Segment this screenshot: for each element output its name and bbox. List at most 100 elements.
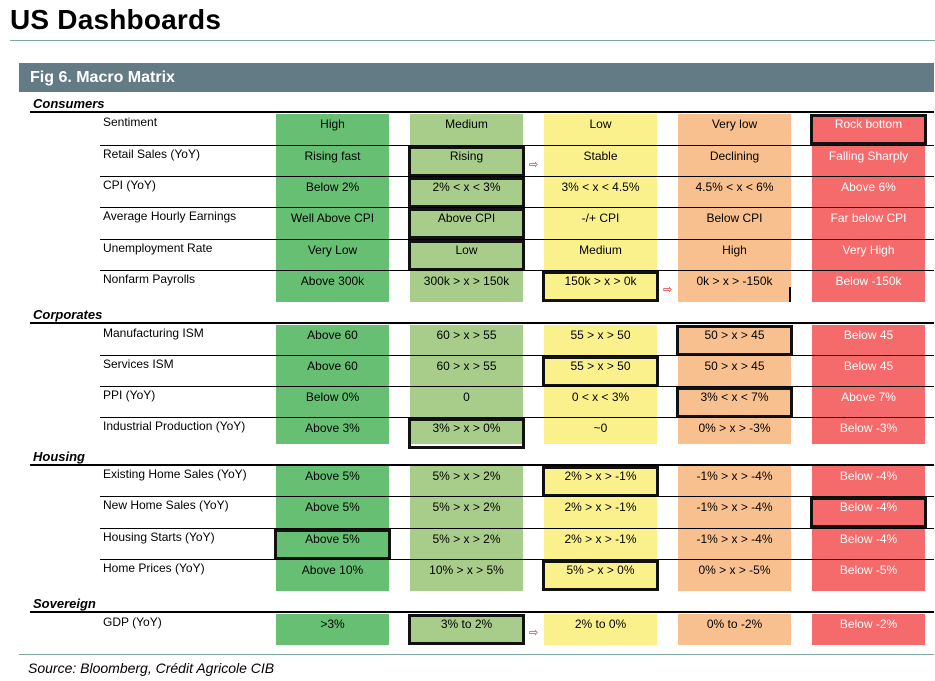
matrix-cell: 150k > x > 0k (564, 274, 637, 288)
matrix-cell: Very High (842, 243, 895, 257)
matrix-cell: Below 45 (843, 328, 894, 342)
page-title: US Dashboards (10, 4, 222, 35)
matrix-cell: 55 > x > 50 (570, 328, 631, 342)
matrix-column-bottom (812, 614, 925, 645)
matrix-cell: 2% < x < 3% (432, 180, 501, 194)
matrix-cell: -1% > x > -4% (696, 500, 773, 514)
matrix-cell: 60 > x > 55 (436, 328, 497, 342)
matrix-cell: Stable (583, 149, 618, 163)
matrix-cell: 5% > x > 0% (566, 563, 635, 577)
matrix-cell: 3% < x < 4.5% (561, 180, 640, 194)
bottom-divider (19, 654, 934, 655)
current-reading-box (408, 240, 525, 271)
row-divider (100, 207, 934, 208)
current-reading-box (408, 614, 525, 645)
row-label: PPI (YoY) (103, 388, 156, 402)
figure-title: Fig 6. Macro Matrix (30, 69, 175, 86)
matrix-cell: Below -150k (835, 274, 902, 288)
matrix-column-very-low (678, 614, 791, 645)
matrix-cell: -1% > x > -4% (696, 469, 773, 483)
matrix-column-very-low (678, 325, 791, 444)
row-label: Sentiment (103, 115, 158, 129)
row-label: Retail Sales (YoY) (103, 147, 200, 161)
row-label: Nonfarm Payrolls (103, 272, 196, 286)
row-label: GDP (YoY) (103, 615, 162, 629)
row-divider (100, 176, 934, 177)
row-label: Services ISM (103, 357, 174, 371)
matrix-cell: 5% > x > 2% (432, 469, 501, 483)
matrix-column-high (276, 614, 389, 645)
section-title: Housing (33, 449, 85, 464)
row-label: Unemployment Rate (103, 241, 213, 255)
title-divider (10, 40, 935, 41)
matrix-cell: 300k > x > 150k (423, 274, 510, 288)
row-divider (100, 386, 934, 387)
matrix-column-low (544, 614, 657, 645)
row-divider (100, 355, 934, 356)
matrix-cell: Above 6% (841, 180, 896, 194)
trend-arrow-icon: ⇨ (529, 627, 539, 639)
row-label: Manufacturing ISM (103, 326, 204, 340)
matrix-cell: Above 7% (841, 390, 896, 404)
matrix-cell: Above 60 (307, 359, 358, 373)
row-label: Housing Starts (YoY) (103, 530, 215, 544)
matrix-cell: Below -4% (839, 469, 898, 483)
current-reading-box (542, 466, 659, 497)
current-reading-box (810, 114, 927, 145)
matrix-cell: Medium (445, 117, 488, 131)
matrix-cell: Below 0% (305, 390, 360, 404)
matrix-cell: 3% > x > 0% (432, 421, 501, 435)
matrix-cell: Below CPI (706, 211, 763, 225)
matrix-cell: Far below CPI (830, 211, 907, 225)
matrix-cell: Above 5% (305, 469, 360, 483)
matrix-cell: 0% to -2% (706, 617, 763, 631)
matrix-cell: 5% > x > 2% (432, 532, 501, 546)
matrix-cell: Falling Sharply (828, 149, 909, 163)
section-divider (30, 611, 934, 613)
matrix-cell: Below 45 (843, 359, 894, 373)
current-reading-box (542, 271, 659, 302)
matrix-cell: ~0 (593, 421, 608, 435)
section-divider (30, 111, 934, 113)
current-reading-box (408, 177, 525, 208)
matrix-cell: 50 > x > 45 (704, 328, 765, 342)
current-reading-box (676, 325, 793, 356)
matrix-cell: Medium (579, 243, 622, 257)
matrix-cell: Very Low (307, 243, 358, 257)
matrix-cell: Above 5% (305, 532, 360, 546)
matrix-cell: Above 3% (305, 421, 360, 435)
matrix-cell: Below -2% (839, 617, 898, 631)
current-reading-box (274, 529, 391, 560)
matrix-cell: 0 < x < 3% (571, 390, 630, 404)
row-label: CPI (YoY) (103, 178, 156, 192)
row-divider (100, 239, 934, 240)
matrix-cell: High (722, 243, 747, 257)
matrix-cell: Below -4% (839, 532, 898, 546)
section-title: Corporates (33, 307, 103, 322)
matrix-column-medium (410, 325, 523, 444)
source-note: Source: Bloomberg, Crédit Agricole CIB (28, 660, 275, 676)
matrix-cell: 4.5% < x < 6% (695, 180, 774, 194)
matrix-cell: Declining (709, 149, 760, 163)
matrix-cell: 3% to 2% (440, 617, 493, 631)
trend-arrow-icon: ⇨ (663, 284, 673, 296)
section-divider (30, 322, 934, 324)
matrix-cell: 2% > x > -1% (564, 500, 637, 514)
matrix-cell: Above 300k (300, 274, 365, 288)
current-reading-box (408, 208, 525, 239)
matrix-cell: 3% < x < 7% (700, 390, 769, 404)
matrix-column-high (276, 325, 389, 444)
row-label: Home Prices (YoY) (103, 561, 205, 575)
row-divider (100, 417, 934, 418)
row-divider (100, 496, 934, 497)
matrix-cell: 0% > x > -3% (698, 421, 771, 435)
row-divider (100, 270, 934, 271)
matrix-cell: Above 10% (301, 563, 364, 577)
matrix-cell: 2% > x > -1% (564, 469, 637, 483)
matrix-column-medium (410, 614, 523, 645)
row-label: Average Hourly Earnings (103, 209, 237, 223)
matrix-column-bottom (812, 325, 925, 444)
current-reading-box (676, 387, 793, 418)
current-reading-box (542, 560, 659, 591)
cell-edge-mark (789, 287, 791, 302)
